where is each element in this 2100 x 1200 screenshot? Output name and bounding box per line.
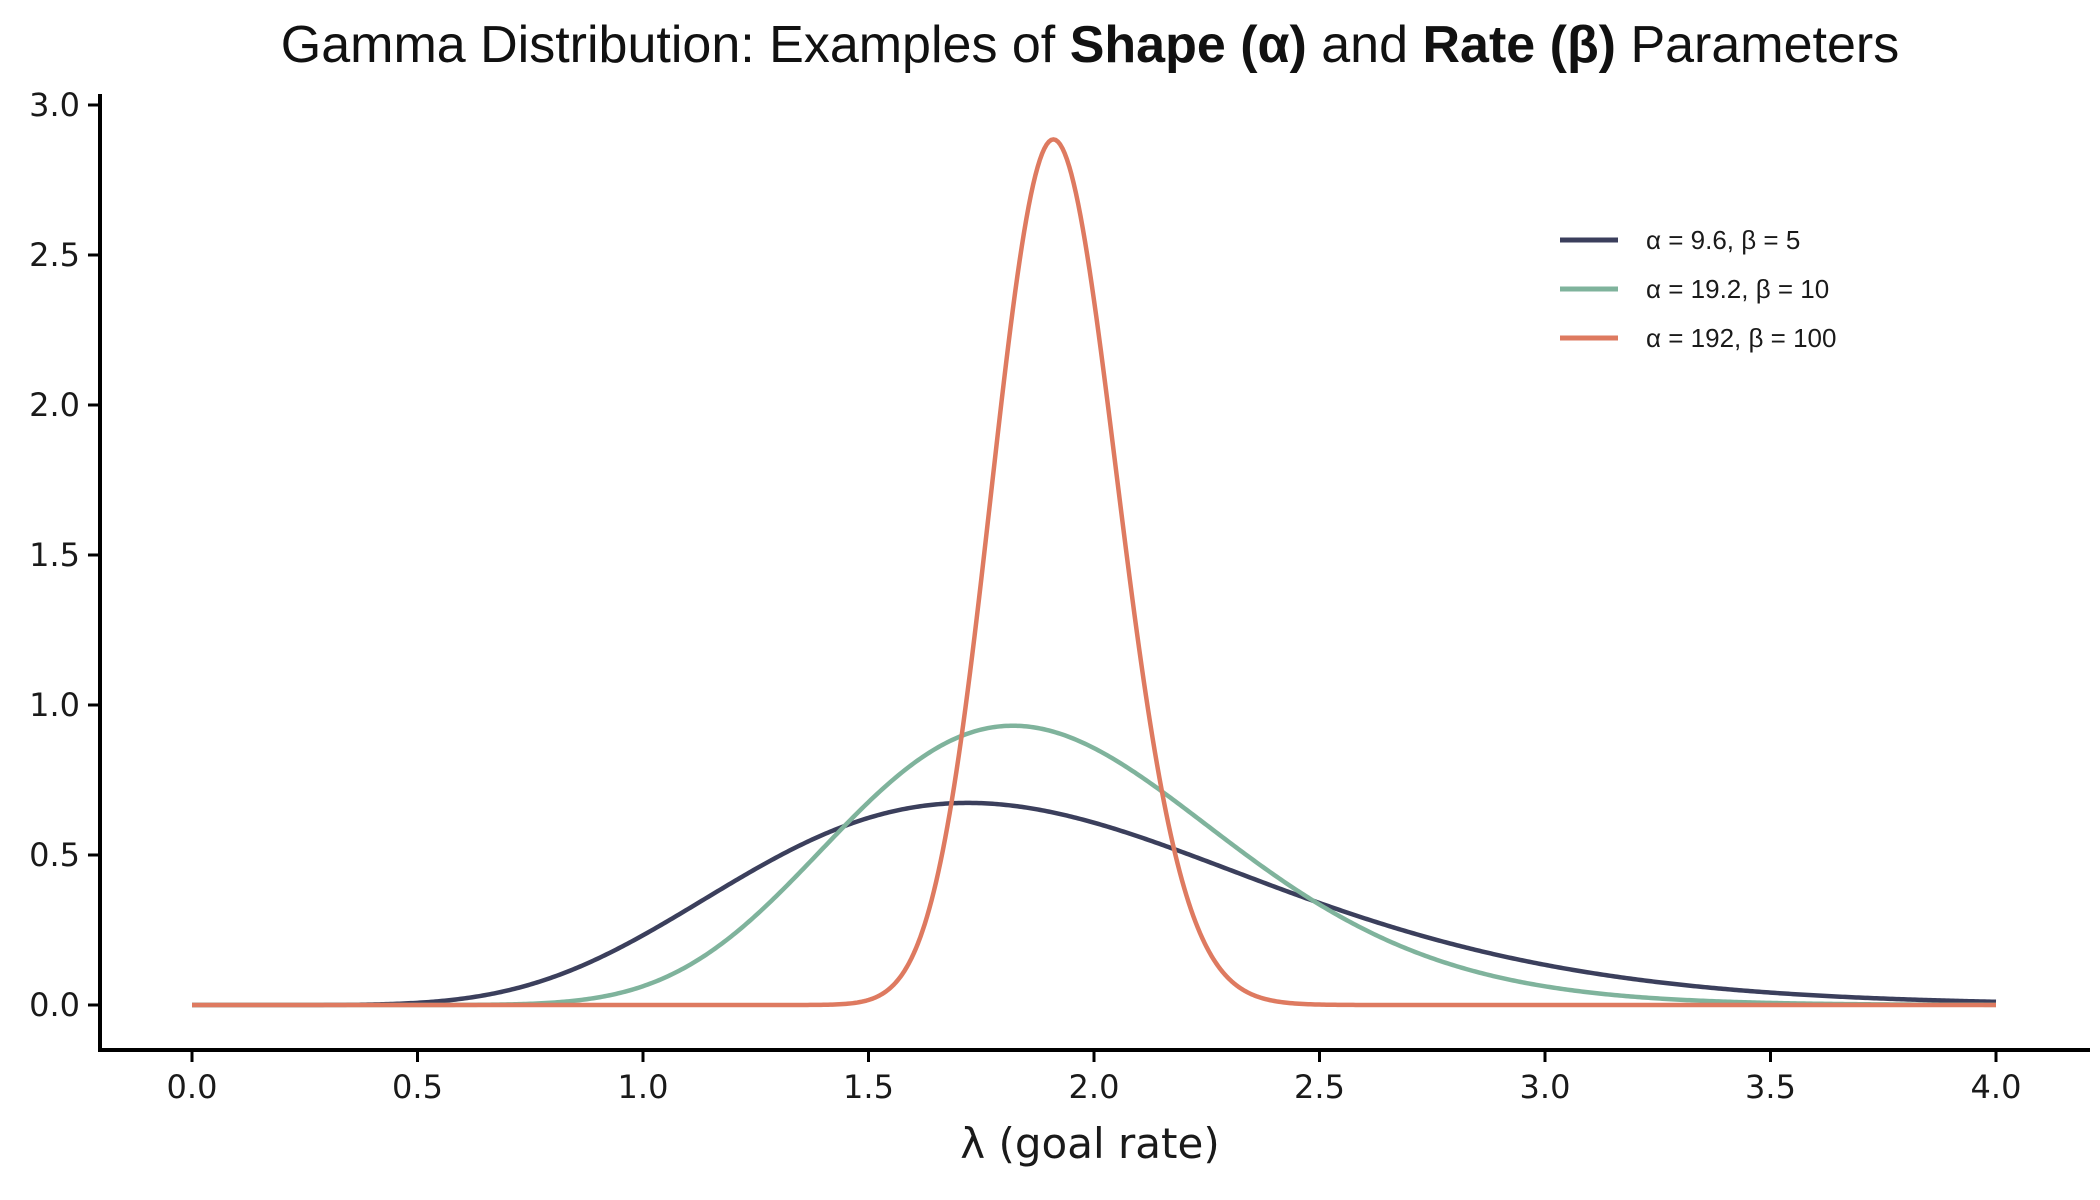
legend-entry: α = 19.2, β = 10 [1560, 274, 1829, 304]
series-line-1 [192, 800, 1997, 1008]
legend-label: α = 9.6, β = 5 [1646, 225, 1800, 255]
series-layer [192, 137, 1997, 1008]
chart-title-part: Shape (α) [1070, 16, 1307, 74]
y-tick-label: 2.0 [29, 386, 80, 424]
legend-label: α = 19.2, β = 10 [1646, 274, 1829, 304]
x-tick-label: 2.0 [1069, 1068, 1120, 1106]
y-tick-label: 1.0 [29, 686, 80, 724]
x-tick-label: 1.0 [618, 1068, 669, 1106]
series-line-2 [192, 723, 1996, 1008]
chart-title: Gamma Distribution: Examples of Shape (α… [281, 16, 1899, 74]
x-tick-label: 3.5 [1745, 1068, 1796, 1106]
y-tick-label: 0.5 [29, 836, 80, 874]
legend-entry: α = 9.6, β = 5 [1560, 225, 1800, 255]
x-axis-label: λ (goal rate) [960, 1119, 1219, 1168]
x-tick-label: 1.5 [843, 1068, 894, 1106]
y-tick-label: 0.0 [29, 986, 80, 1024]
legend-entry: α = 192, β = 100 [1560, 323, 1836, 353]
chart-title-part: and [1307, 16, 1423, 74]
chart-title-part: Rate (β) [1422, 16, 1616, 74]
x-tick-label: 3.0 [1520, 1068, 1571, 1106]
chart-title-part: Gamma Distribution: Examples of [281, 16, 1070, 74]
series-line-3 [192, 137, 1996, 1008]
legend: α = 9.6, β = 5 α = 19.2, β = 10 α = 192, β… [1560, 225, 1836, 353]
y-tick-label: 1.5 [29, 536, 80, 574]
y-tick-label: 3.0 [29, 86, 80, 124]
x-tick-label: 0.0 [167, 1068, 218, 1106]
chart-title-part: Parameters [1616, 16, 1899, 74]
axes: 0.0 0.5 1.0 1.5 2.0 2.5 3.0 0.0 0.5 1.0 1.5 2.0 2.5 3… [29, 86, 2090, 1106]
y-tick-label: 2.5 [29, 236, 80, 274]
x-tick-label: 2.5 [1294, 1068, 1345, 1106]
legend-label: α = 192, β = 100 [1646, 323, 1836, 353]
x-tick-label: 4.0 [1971, 1068, 2022, 1106]
x-tick-label: 0.5 [392, 1068, 443, 1106]
